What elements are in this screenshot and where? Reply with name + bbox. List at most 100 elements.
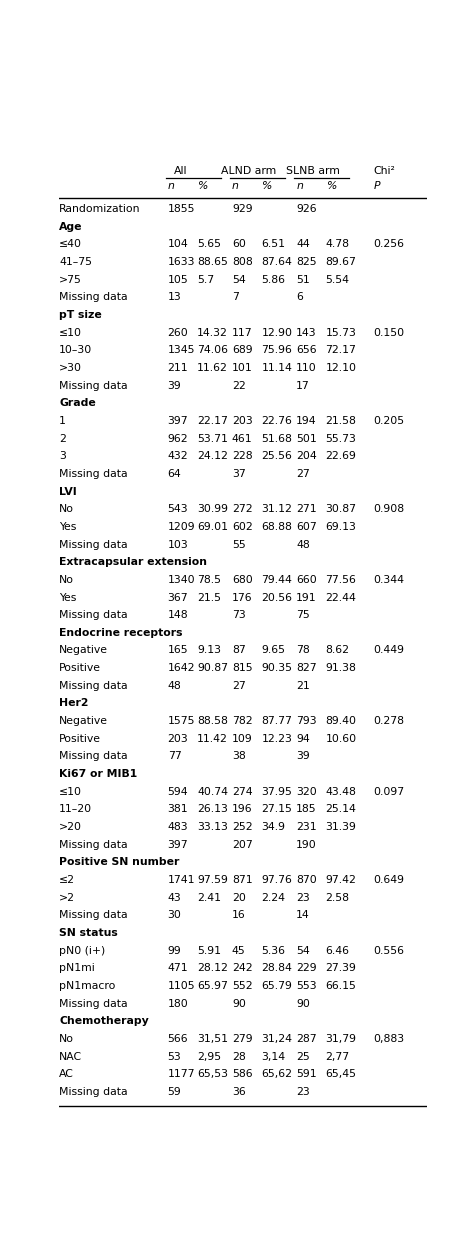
Text: 320: 320 [296,787,317,797]
Text: 21.5: 21.5 [197,593,221,603]
Text: 68.88: 68.88 [261,522,292,532]
Text: 12.10: 12.10 [326,363,356,373]
Text: 48: 48 [168,681,182,691]
Text: 8.62: 8.62 [326,646,350,656]
Text: 6.46: 6.46 [326,946,350,956]
Text: 0.097: 0.097 [374,787,404,797]
Text: 87: 87 [232,646,246,656]
Text: 194: 194 [296,415,317,425]
Text: 43.48: 43.48 [326,787,356,797]
Text: 23: 23 [296,893,310,903]
Text: 110: 110 [296,363,317,373]
Text: 0.449: 0.449 [374,646,404,656]
Text: 27: 27 [232,681,246,691]
Text: 660: 660 [296,575,317,585]
Text: 827: 827 [296,663,317,673]
Text: AC: AC [59,1070,74,1080]
Text: 815: 815 [232,663,253,673]
Text: Missing data: Missing data [59,681,128,691]
Text: 432: 432 [168,452,188,462]
Text: 5.36: 5.36 [261,946,285,956]
Text: pT size: pT size [59,310,102,320]
Text: 31,51: 31,51 [197,1033,228,1043]
Text: 54: 54 [232,275,246,285]
Text: 871: 871 [232,874,253,884]
Text: 28.12: 28.12 [197,963,228,973]
Text: 471: 471 [168,963,188,973]
Text: 16: 16 [232,911,246,921]
Text: 53: 53 [168,1052,182,1062]
Text: 10.60: 10.60 [326,734,357,744]
Text: 1105: 1105 [168,981,195,991]
Text: No: No [59,575,74,585]
Text: pN0 (i+): pN0 (i+) [59,946,106,956]
Text: 65,45: 65,45 [326,1070,356,1080]
Text: >75: >75 [59,275,82,285]
Text: 31.12: 31.12 [261,504,292,514]
Text: 55.73: 55.73 [326,434,356,444]
Text: 926: 926 [296,204,317,214]
Text: 14.32: 14.32 [197,328,228,338]
Text: 680: 680 [232,575,253,585]
Text: 79.44: 79.44 [261,575,292,585]
Text: Missing data: Missing data [59,293,128,303]
Text: 39: 39 [296,752,310,762]
Text: 99: 99 [168,946,182,956]
Text: 60: 60 [232,239,246,249]
Text: 54: 54 [296,946,310,956]
Text: 279: 279 [232,1033,253,1043]
Text: 272: 272 [232,504,253,514]
Text: 1633: 1633 [168,256,195,266]
Text: 89.40: 89.40 [326,716,356,726]
Text: 17: 17 [296,380,310,390]
Text: 12.23: 12.23 [261,734,292,744]
Text: %: % [197,181,208,191]
Text: 5.7: 5.7 [197,275,214,285]
Text: 30: 30 [168,911,182,921]
Text: 27.39: 27.39 [326,963,356,973]
Text: 51.68: 51.68 [261,434,292,444]
Text: NAC: NAC [59,1052,82,1062]
Text: 69.01: 69.01 [197,522,228,532]
Text: Missing data: Missing data [59,911,128,921]
Text: 21: 21 [296,681,310,691]
Text: n: n [296,181,303,191]
Text: Grade: Grade [59,398,96,408]
Text: 2,77: 2,77 [326,1052,350,1062]
Text: 14: 14 [296,911,310,921]
Text: 0,883: 0,883 [374,1033,404,1043]
Text: 21.58: 21.58 [326,415,356,425]
Text: 196: 196 [232,804,253,814]
Text: 1345: 1345 [168,345,195,355]
Text: 274: 274 [232,787,253,797]
Text: 552: 552 [232,981,253,991]
Text: 36: 36 [232,1087,246,1097]
Text: SLNB arm: SLNB arm [286,165,340,175]
Text: 1741: 1741 [168,874,195,884]
Text: 28: 28 [232,1052,246,1062]
Text: SN status: SN status [59,928,118,938]
Text: 66.15: 66.15 [326,981,356,991]
Text: 6: 6 [296,293,303,303]
Text: 607: 607 [296,522,317,532]
Text: 367: 367 [168,593,188,603]
Text: 483: 483 [168,822,188,832]
Text: 97.76: 97.76 [261,874,292,884]
Text: 38: 38 [232,752,246,762]
Text: 87.64: 87.64 [261,256,292,266]
Text: 1855: 1855 [168,204,195,214]
Text: 74.06: 74.06 [197,345,228,355]
Text: Missing data: Missing data [59,998,128,1008]
Text: 65.79: 65.79 [261,981,292,991]
Text: 48: 48 [296,539,310,549]
Text: pN1macro: pN1macro [59,981,116,991]
Text: 0.908: 0.908 [374,504,404,514]
Text: 97.59: 97.59 [197,874,228,884]
Text: 44: 44 [296,239,310,249]
Text: Endocrine receptors: Endocrine receptors [59,628,183,638]
Text: 87.77: 87.77 [261,716,292,726]
Text: 91.38: 91.38 [326,663,356,673]
Text: Positive: Positive [59,663,101,673]
Text: 25: 25 [296,1052,310,1062]
Text: No: No [59,1033,74,1043]
